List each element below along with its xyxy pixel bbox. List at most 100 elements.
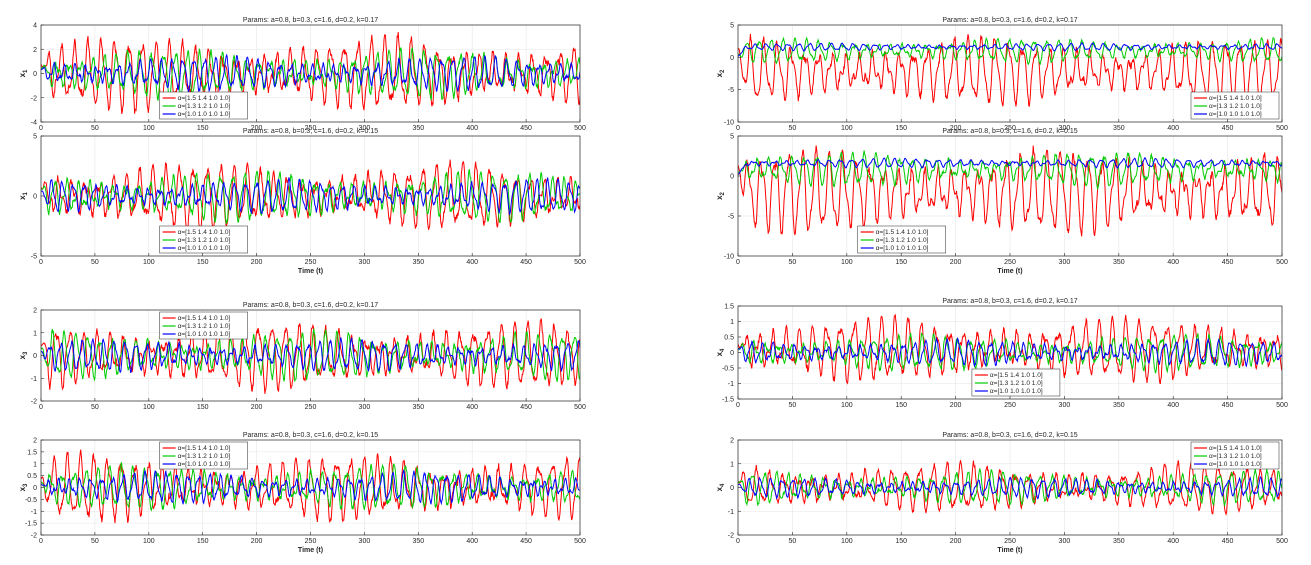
x-tick-label: 450 xyxy=(1222,402,1234,409)
legend: α=[1.5 1.4 1.0 1.0]α=[1.3 1.2 1.0 1.0]α=… xyxy=(159,225,248,254)
x-tick-label: 150 xyxy=(197,125,209,132)
chart-panel: 0 50 100 150 200 250 300 350 400 450 500 -1.5 -1 -0.5… xyxy=(715,298,1288,409)
x-axis-label: Time (t) xyxy=(997,268,1022,275)
legend-label: α=[1.3 1.2 1.0 1.0] xyxy=(178,453,231,460)
series-line xyxy=(738,156,1282,176)
y-tick-label: 0.5 xyxy=(27,473,37,480)
series-line xyxy=(41,177,580,216)
legend-label: α=[1.0 1.0 1.0 1.0] xyxy=(1209,461,1262,468)
legend-label: α=[1.3 1.2 1.0 1.0] xyxy=(178,323,231,330)
x-tick-label: 250 xyxy=(305,125,317,132)
x-tick-label: 150 xyxy=(895,402,907,409)
x-tick-label: 0 xyxy=(39,125,43,132)
x-tick-label: 250 xyxy=(1004,402,1016,409)
series-line xyxy=(41,53,580,93)
y-tick-label: 0 xyxy=(730,55,734,62)
x-tick-label: 150 xyxy=(895,125,907,132)
y-tick-label: 0 xyxy=(33,194,37,201)
x-tick-label: 100 xyxy=(143,538,155,545)
y-tick-label: 2 xyxy=(33,438,37,445)
y-tick-label: -1 xyxy=(31,376,37,383)
x-tick-label: 250 xyxy=(1004,538,1016,545)
x-tick-label: 0 xyxy=(39,259,43,266)
x-tick-label: 300 xyxy=(1059,402,1071,409)
y-tick-label: -4 xyxy=(31,120,37,127)
x-tick-label: 50 xyxy=(789,402,797,409)
y-tick-label: -1 xyxy=(728,509,734,516)
series-line xyxy=(738,332,1282,374)
legend-label: α=[1.5 1.4 1.0 1.0] xyxy=(990,372,1043,379)
legend-label: α=[1.5 1.4 1.0 1.0] xyxy=(178,95,231,102)
x-tick-label: 450 xyxy=(1222,538,1234,545)
legend: α=[1.5 1.4 1.0 1.0]α=[1.3 1.2 1.0 1.0]α=… xyxy=(1190,441,1280,470)
chart-title: Params: a=0.8, b=0.3, c=1.6, d=0.2, k=0.… xyxy=(243,17,378,24)
y-tick-label: -2 xyxy=(728,533,734,540)
series-line xyxy=(738,42,1282,57)
x-tick-label: 350 xyxy=(1113,259,1125,266)
x-tick-label: 300 xyxy=(359,404,371,411)
y-tick-label: 1.5 xyxy=(27,449,37,456)
y-tick-label: -1 xyxy=(31,509,37,516)
chart-panel: 0 50 100 150 200 250 300 350 400 450 500 -4 -2 0 2 4 Par… xyxy=(18,17,586,132)
y-tick-label: 0 xyxy=(33,71,37,78)
x-tick-label: 0 xyxy=(39,538,43,545)
legend-label: α=[1.3 1.2 1.0 1.0] xyxy=(1209,453,1262,460)
y-tick-label: 2 xyxy=(33,47,37,54)
y-axis-label: x1 xyxy=(18,69,29,77)
x-tick-label: 400 xyxy=(1167,402,1179,409)
x-tick-label: 300 xyxy=(1059,125,1071,132)
legend-label: α=[1.0 1.0 1.0 1.0] xyxy=(178,461,231,468)
series-line xyxy=(41,337,580,374)
legend: α=[1.5 1.4 1.0 1.0]α=[1.3 1.2 1.0 1.0]α=… xyxy=(159,441,248,470)
x-tick-label: 500 xyxy=(1276,125,1288,132)
y-tick-label: -5 xyxy=(728,214,734,221)
y-axis-label: x3 xyxy=(18,351,29,359)
series-line xyxy=(738,145,1282,237)
x-tick-label: 450 xyxy=(520,538,532,545)
y-tick-label: 1 xyxy=(33,330,37,337)
x-tick-label: 50 xyxy=(91,259,99,266)
legend-label: α=[1.5 1.4 1.0 1.0] xyxy=(1209,95,1262,102)
y-axis-label: x2 xyxy=(715,191,726,199)
x-tick-label: 150 xyxy=(197,538,209,545)
y-tick-label: -2 xyxy=(31,95,37,102)
x-tick-label: 300 xyxy=(359,259,371,266)
x-tick-label: 400 xyxy=(1167,538,1179,545)
y-tick-label: 1 xyxy=(730,319,734,326)
y-tick-label: 0.5 xyxy=(724,335,734,342)
x-tick-label: 50 xyxy=(91,125,99,132)
legend-label: α=[1.3 1.2 1.0 1.0] xyxy=(178,237,231,244)
chart-title: Params: a=0.8, b=0.3, c=1.6, d=0.2, k=0.… xyxy=(243,128,378,135)
x-tick-label: 500 xyxy=(574,125,586,132)
x-tick-label: 100 xyxy=(143,125,155,132)
x-tick-label: 200 xyxy=(251,125,263,132)
x-tick-label: 100 xyxy=(841,538,853,545)
y-axis-label: x1 xyxy=(18,191,29,199)
x-tick-label: 450 xyxy=(520,404,532,411)
x-tick-label: 300 xyxy=(359,538,371,545)
y-tick-label: 1 xyxy=(33,461,37,468)
y-tick-label: 5 xyxy=(730,134,734,141)
x-axis-label: Time (t) xyxy=(298,547,323,554)
x-tick-label: 350 xyxy=(1113,402,1125,409)
x-tick-label: 500 xyxy=(1276,259,1288,266)
x-tick-label: 150 xyxy=(895,259,907,266)
x-tick-label: 50 xyxy=(789,125,797,132)
legend-label: α=[1.0 1.0 1.0 1.0] xyxy=(178,111,231,118)
y-axis-label: x4 xyxy=(715,483,726,491)
y-tick-label: -10 xyxy=(724,254,734,261)
y-tick-label: 1.5 xyxy=(724,304,734,311)
x-tick-label: 350 xyxy=(1113,538,1125,545)
chart-title: Params: a=0.8, b=0.3, c=1.6, d=0.2, k=0.… xyxy=(243,432,378,439)
legend-label: α=[1.0 1.0 1.0 1.0] xyxy=(178,245,231,252)
chart-title: Params: a=0.8, b=0.3, c=1.6, d=0.2, k=0.… xyxy=(942,17,1077,24)
legend-label: α=[1.0 1.0 1.0 1.0] xyxy=(990,388,1043,395)
legend-label: α=[1.5 1.4 1.0 1.0] xyxy=(178,445,231,452)
legend-label: α=[1.3 1.2 1.0 1.0] xyxy=(1209,103,1262,110)
x-tick-label: 50 xyxy=(91,404,99,411)
chart-panel: 0 50 100 150 200 250 300 350 400 450 500 -10 -5 0 5 Par… xyxy=(715,17,1288,132)
x-tick-label: 200 xyxy=(950,402,962,409)
series-line xyxy=(738,475,1282,500)
y-tick-label: 0 xyxy=(33,353,37,360)
